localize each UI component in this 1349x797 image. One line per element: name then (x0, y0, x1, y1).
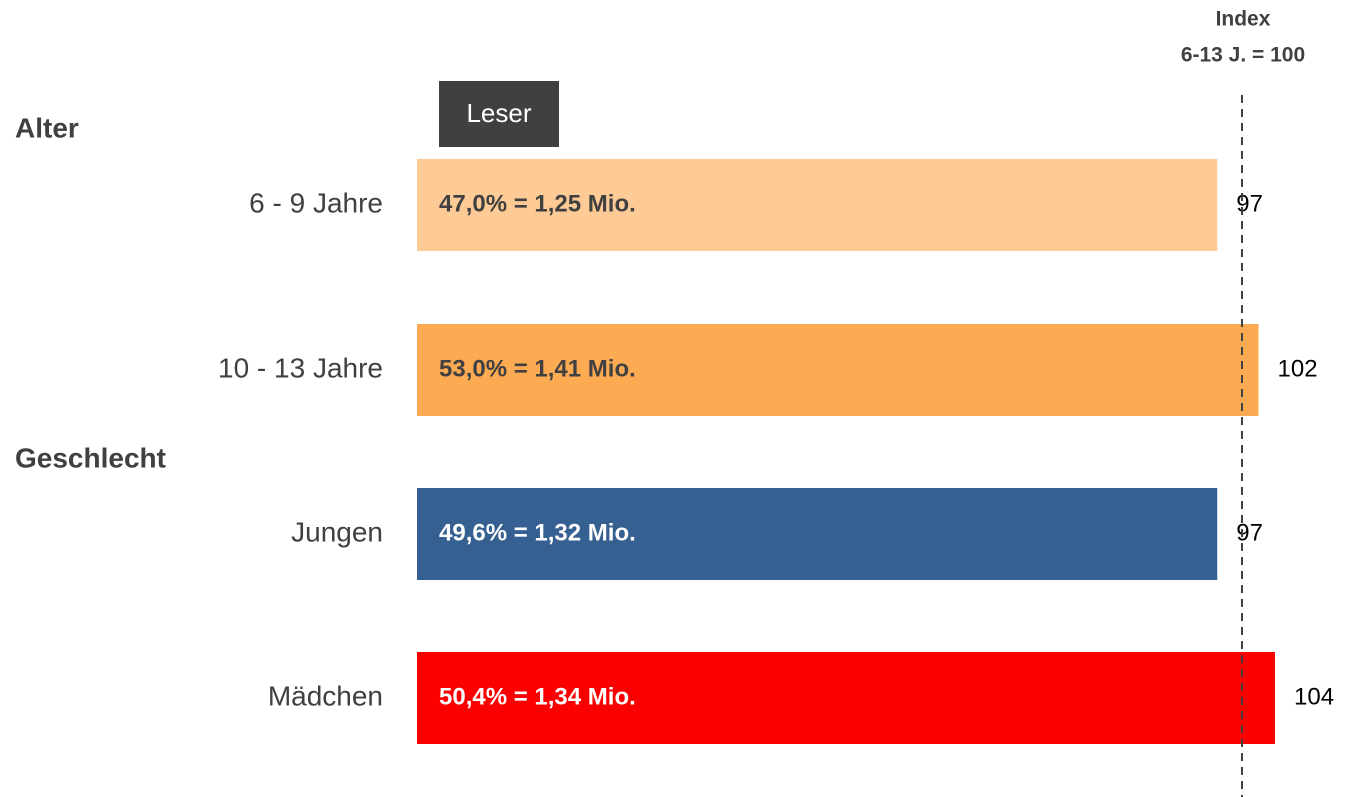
bar-label: 50,4% = 1,34 Mio. (439, 683, 636, 710)
category-label: Jungen (291, 516, 383, 547)
header-line: Index (1216, 8, 1271, 31)
value-label: 102 (1278, 355, 1318, 382)
legend-label: Leser (466, 98, 531, 128)
group-label: Alter (15, 112, 79, 143)
bar-label: 47,0% = 1,25 Mio. (439, 190, 636, 217)
bar-label: 53,0% = 1,41 Mio. (439, 355, 636, 382)
legend-box (439, 81, 559, 147)
category-label: 10 - 13 Jahre (218, 352, 383, 383)
bar (417, 159, 1218, 251)
value-label: 97 (1236, 519, 1263, 546)
value-label: 104 (1294, 683, 1334, 710)
value-label: 97 (1236, 190, 1263, 217)
header-line: 6-13 J. = 100 (1181, 44, 1305, 67)
bar-label: 49,6% = 1,32 Mio. (439, 519, 636, 546)
bar (417, 488, 1218, 580)
category-label: Mädchen (268, 680, 383, 711)
group-label: Geschlecht (15, 442, 166, 473)
bar (417, 324, 1259, 416)
category-label: 6 - 9 Jahre (249, 187, 383, 218)
bar (417, 652, 1275, 744)
